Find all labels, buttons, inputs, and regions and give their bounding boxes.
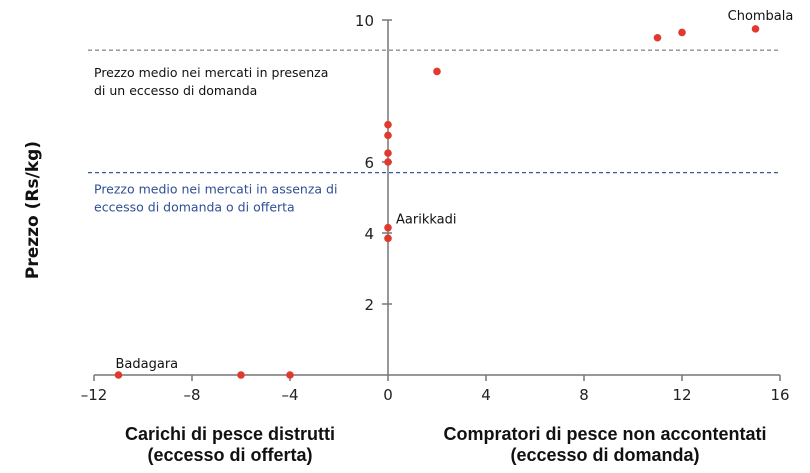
y-tick-label: 10 [355, 12, 374, 30]
reference-line-label: Prezzo medio nei mercati in presenza [94, 65, 328, 80]
x-axis-label-left: Carichi di pesce distrutti (eccesso di o… [85, 424, 375, 466]
x-label-right-line2: (eccesso di domanda) [510, 445, 700, 465]
x-label-left-line2: (eccesso di offerta) [147, 445, 313, 465]
point-label: Aarikkadi [396, 213, 456, 228]
x-tick-label: 8 [579, 386, 589, 404]
data-point [384, 158, 392, 166]
x-axis-label-right: Compratori di pesce non accontentati (ec… [405, 424, 805, 466]
y-tick-label: 2 [364, 296, 374, 314]
data-point [286, 371, 294, 379]
data-point [384, 234, 392, 243]
data-point [384, 131, 392, 140]
data-point [384, 120, 392, 129]
x-tick-label: –8 [183, 386, 200, 404]
x-label-right-line1: Compratori di pesce non accontentati [443, 424, 767, 444]
data-point [114, 371, 123, 379]
x-tick-label: 0 [383, 386, 393, 404]
reference-line-label: di un eccesso di domanda [94, 83, 257, 98]
y-tick-label: 4 [364, 225, 374, 243]
data-point [678, 28, 686, 37]
x-tick-label: –4 [281, 386, 298, 404]
point-label: Chombala [728, 9, 794, 24]
x-tick-label: 12 [672, 386, 691, 404]
x-tick-label: 16 [770, 386, 789, 404]
x-tick-label: 4 [481, 386, 491, 404]
data-point [384, 223, 392, 232]
x-tick-label: –12 [81, 386, 108, 404]
reference-line-label: eccesso di domanda o di offerta [94, 200, 295, 215]
data-point [653, 33, 662, 42]
y-tick-label: 6 [364, 154, 374, 172]
data-point [237, 371, 245, 379]
data-point [384, 149, 392, 157]
data-point [751, 25, 760, 33]
reference-line-label: Prezzo medio nei mercati in assenza di [94, 182, 337, 197]
data-point [433, 67, 441, 76]
point-label: Badagara [116, 357, 179, 372]
y-axis-label: Prezzo (Rs/kg) [23, 140, 43, 280]
x-label-left-line1: Carichi di pesce distrutti [124, 424, 336, 444]
